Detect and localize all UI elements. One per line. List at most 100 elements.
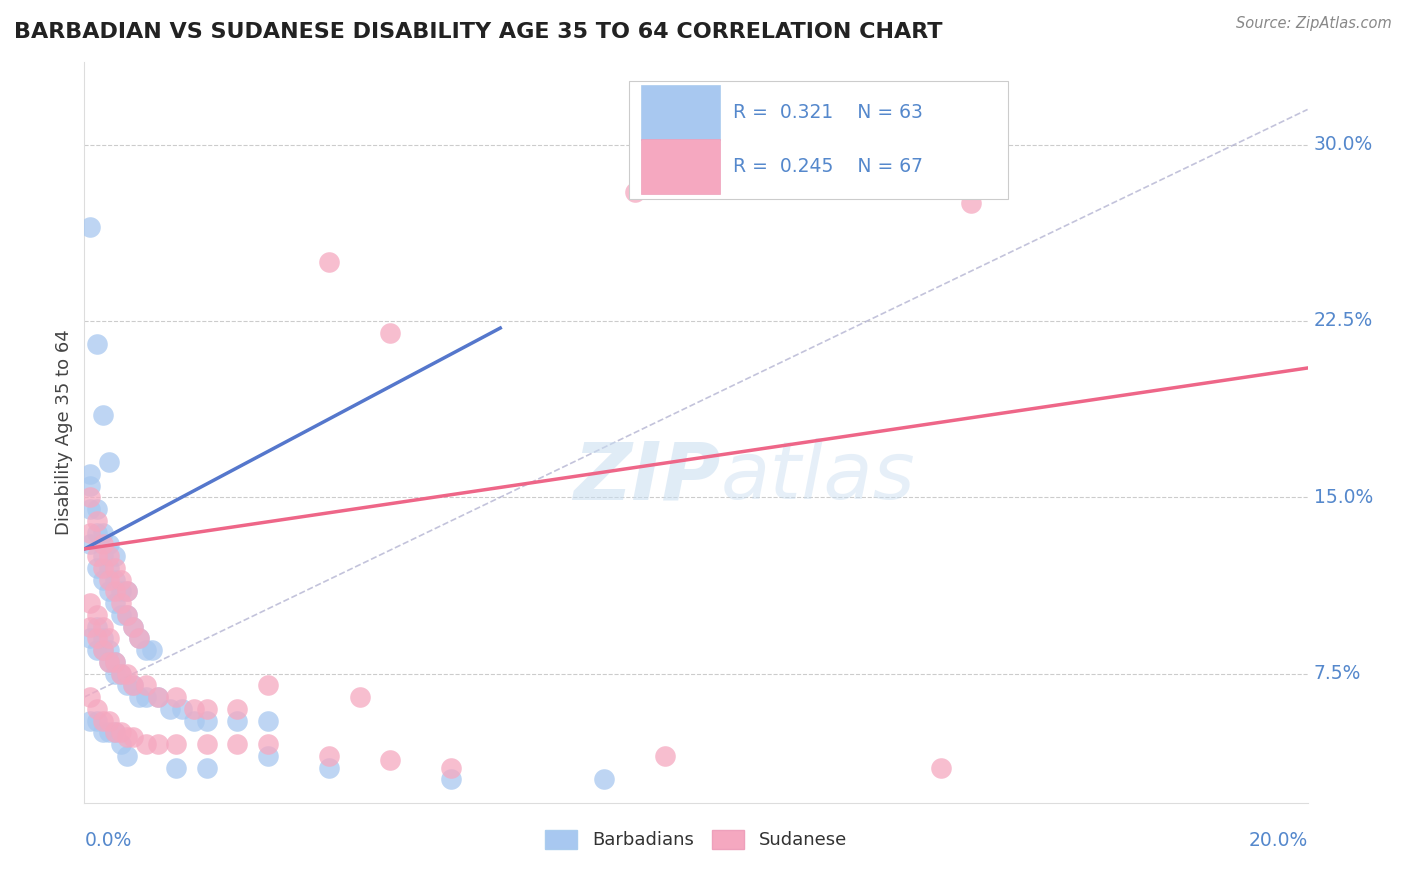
Point [110,573,132,587]
Point [86,514,108,528]
Point [654,748,676,763]
Point [122,678,145,692]
Point [104,596,127,610]
Point [226,714,249,728]
Point [318,760,340,774]
FancyBboxPatch shape [628,81,1008,200]
Point [104,561,127,575]
Text: BARBADIAN VS SUDANESE DISABILITY AGE 35 TO 64 CORRELATION CHART: BARBADIAN VS SUDANESE DISABILITY AGE 35 … [14,22,942,42]
Point [91,549,114,563]
Point [104,573,127,587]
Point [79,490,101,504]
Point [257,714,280,728]
Point [440,760,463,774]
Point [195,714,218,728]
Text: R =  0.245    N = 67: R = 0.245 N = 67 [733,157,922,176]
Point [122,730,145,744]
Text: ZIP: ZIP [574,438,720,516]
Point [380,754,402,768]
Point [91,537,114,551]
Point [380,326,402,340]
Point [257,737,280,751]
Point [110,596,132,610]
Point [135,643,157,657]
Point [110,607,132,622]
Point [440,772,463,787]
Point [257,748,280,763]
Legend: Barbadians, Sudanese: Barbadians, Sudanese [537,823,855,856]
Point [104,655,127,669]
Point [91,725,114,739]
Point [349,690,371,704]
Point [122,678,145,692]
Point [86,337,108,351]
Point [91,714,114,728]
Point [97,655,120,669]
Point [135,690,157,704]
Point [110,584,132,599]
Point [110,666,132,681]
Point [97,643,120,657]
Text: 22.5%: 22.5% [1313,311,1372,330]
Point [960,196,983,211]
Point [115,666,138,681]
Point [91,619,114,633]
Point [79,525,101,540]
Point [79,619,101,633]
Point [257,678,280,692]
Point [141,643,163,657]
Point [165,737,187,751]
Point [79,478,101,492]
Point [115,730,138,744]
Point [128,690,150,704]
Point [104,584,127,599]
Point [128,632,150,646]
Point [86,714,108,728]
Point [97,549,120,563]
Point [128,632,150,646]
Point [115,584,138,599]
Point [115,607,138,622]
Y-axis label: Disability Age 35 to 64: Disability Age 35 to 64 [55,330,73,535]
Point [97,584,120,599]
Point [110,737,132,751]
Point [91,561,114,575]
Point [86,702,108,716]
Point [122,619,145,633]
Point [86,525,108,540]
Point [97,537,120,551]
Point [104,725,127,739]
Point [86,632,108,646]
Point [79,537,101,551]
Point [183,714,205,728]
Point [115,607,138,622]
Point [91,408,114,422]
Text: Source: ZipAtlas.com: Source: ZipAtlas.com [1236,16,1392,31]
Point [104,666,127,681]
Point [79,219,101,234]
Point [97,655,120,669]
Point [593,772,616,787]
Point [110,666,132,681]
Point [226,737,249,751]
Point [97,561,120,575]
Text: 20.0%: 20.0% [1249,831,1308,850]
Point [183,702,205,716]
Point [146,737,169,751]
Point [79,632,101,646]
Point [165,690,187,704]
Point [86,549,108,563]
Point [79,502,101,516]
Point [79,714,101,728]
Point [86,561,108,575]
Point [86,502,108,516]
Point [104,655,127,669]
Text: 7.5%: 7.5% [1313,664,1361,683]
Point [195,737,218,751]
Point [97,573,120,587]
FancyBboxPatch shape [641,138,720,194]
Point [146,690,169,704]
Text: 30.0%: 30.0% [1313,136,1372,154]
Point [122,619,145,633]
Point [195,702,218,716]
